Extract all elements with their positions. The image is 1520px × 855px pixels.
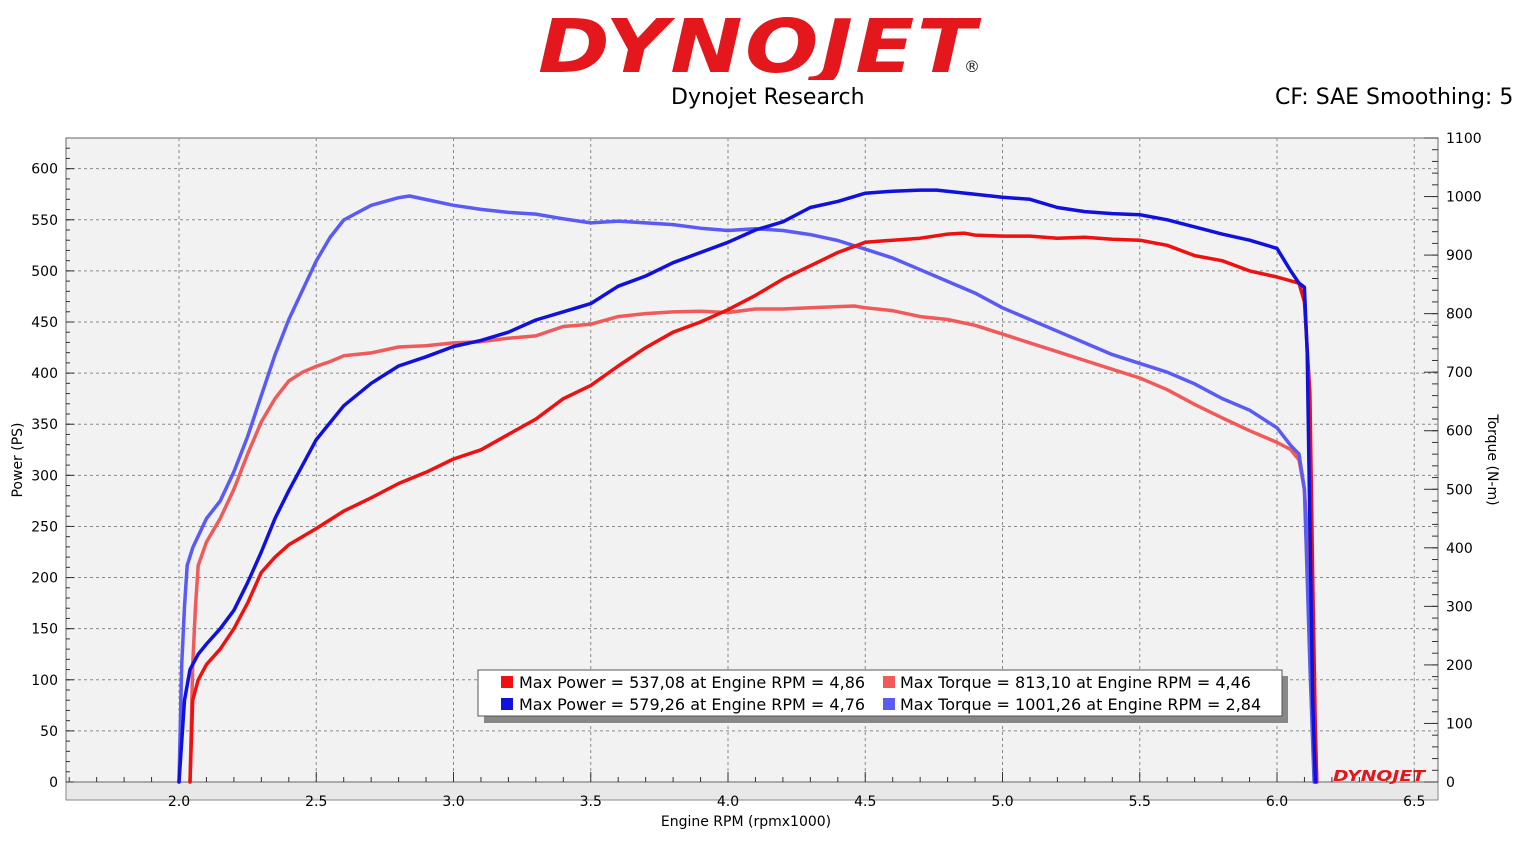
- x-tick-label: 6.5: [1403, 794, 1425, 810]
- x-label: Engine RPM (rpmx1000): [661, 814, 831, 830]
- y-right-tick-label: 1000: [1446, 190, 1482, 206]
- y-right-tick-label: 700: [1446, 365, 1473, 381]
- y-left-tick-label: 400: [31, 366, 58, 382]
- dynojet-logo: DYNOJET ®: [538, 4, 982, 80]
- y-right-tick-label: 900: [1446, 248, 1473, 264]
- y-left-tick-label: 500: [31, 264, 58, 280]
- series-group: [177, 188, 1319, 784]
- legend-item: Max Torque = 813,10 at Engine RPM = 4,46: [900, 673, 1251, 692]
- y-right-tick-label: 1100: [1446, 131, 1482, 147]
- y-left-tick-label: 550: [31, 213, 58, 229]
- legend-item: Max Torque = 1001,26 at Engine RPM = 2,8…: [900, 695, 1261, 714]
- x-tick-label: 6.0: [1266, 794, 1288, 810]
- x-tick-label: 4.0: [717, 794, 739, 810]
- series-line: [188, 304, 1319, 784]
- x-tick-label: 4.5: [854, 794, 876, 810]
- legend: Max Power = 537,08 at Engine RPM = 4,86 …: [477, 669, 1288, 723]
- registered-mark: ®: [964, 57, 980, 76]
- legend-swatch: [501, 676, 513, 688]
- x-tick-label: 3.5: [580, 794, 602, 810]
- y-right-label: Torque (N-m): [1484, 413, 1500, 505]
- legend-swatch: [883, 698, 895, 710]
- series-line: [188, 231, 1319, 784]
- x-tick-label: 3.0: [442, 794, 464, 810]
- legend-item: Max Power = 537,08 at Engine RPM = 4,86: [519, 673, 865, 692]
- legend-item: Max Power = 579,26 at Engine RPM = 4,76: [519, 695, 865, 714]
- y-left-tick-label: 300: [31, 468, 58, 484]
- y-right-tick-label: 100: [1446, 716, 1473, 732]
- x-tick-label: 2.0: [168, 794, 190, 810]
- legend-swatch: [883, 676, 895, 688]
- y-left-tick-label: 450: [31, 315, 58, 331]
- x-tick-label: 5.5: [1129, 794, 1151, 810]
- y-left-tick-label: 350: [31, 417, 58, 433]
- y-right-tick-label: 500: [1446, 482, 1473, 498]
- settings-label: CF: SAE Smoothing: 5: [1275, 85, 1514, 110]
- y-right-tick-label: 800: [1446, 307, 1473, 323]
- y-left-tick-label: 150: [31, 622, 58, 638]
- y-left-tick-label: 200: [31, 571, 58, 587]
- y-left-label: Power (PS): [10, 422, 26, 497]
- legend-swatch: [501, 698, 513, 710]
- y-right-tick-label: 200: [1446, 658, 1473, 674]
- series-line: [177, 194, 1316, 784]
- y-right-tick-label: 600: [1446, 424, 1473, 440]
- footer-logo: DYNOJET: [1333, 767, 1427, 785]
- subtitle: Dynojet Research: [671, 85, 865, 110]
- y-right-tick-label: 0: [1446, 775, 1455, 791]
- y-left-tick-label: 50: [40, 724, 58, 740]
- axis-ticks: 2.0 2.5 3.0 3.5 4.0 4.5 5.0 5.5 6.0 6.5 0 50 100 150 2…: [31, 131, 1481, 810]
- y-left-tick-label: 600: [31, 162, 58, 178]
- x-tick-label: 5.0: [991, 794, 1013, 810]
- y-left-tick-label: 100: [31, 673, 58, 689]
- y-left-tick-label: 250: [31, 519, 58, 535]
- series-line: [177, 188, 1318, 784]
- y-left-tick-label: 0: [49, 775, 58, 791]
- y-right-tick-label: 300: [1446, 599, 1473, 615]
- y-right-tick-label: 400: [1446, 541, 1473, 557]
- brand-text: DYNOJET: [538, 4, 982, 80]
- x-tick-label: 2.5: [305, 794, 327, 810]
